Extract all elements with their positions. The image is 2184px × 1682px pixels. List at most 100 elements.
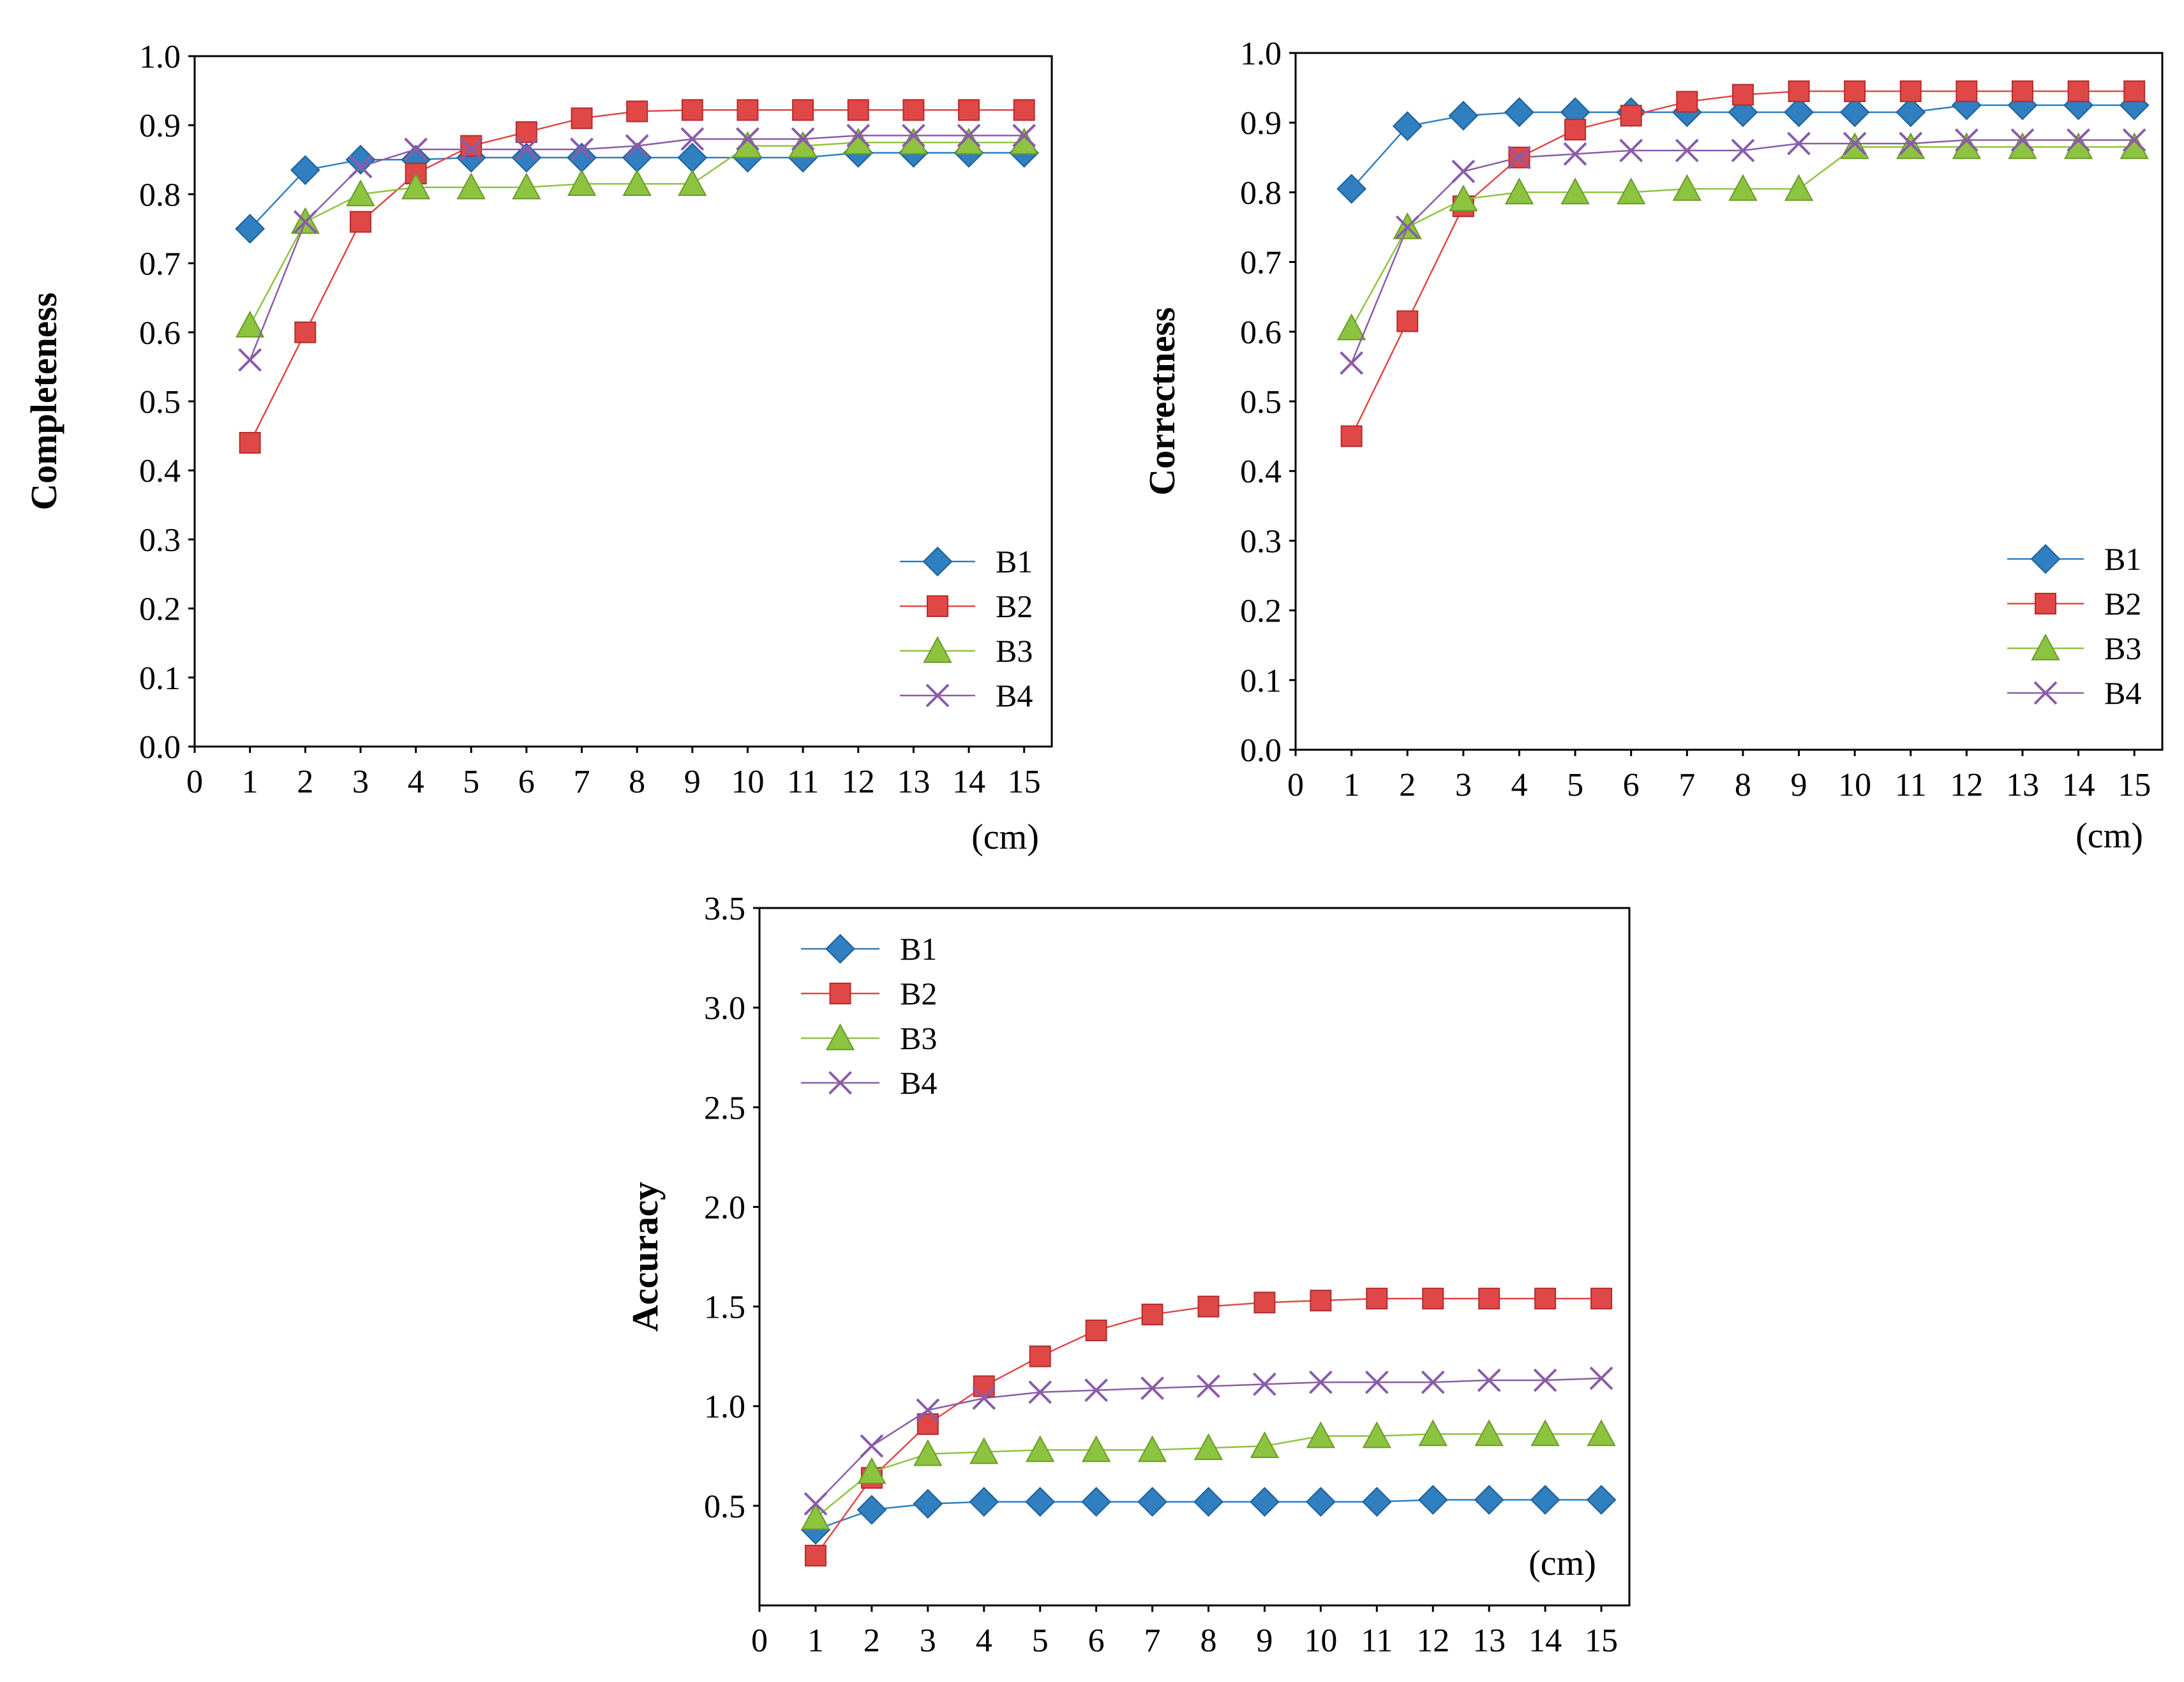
data-point-B1 bbox=[856, 1494, 887, 1525]
data-point-B4 bbox=[1619, 138, 1643, 163]
data-point-B2 bbox=[2011, 80, 2033, 103]
y-tick-label: 3.5 bbox=[704, 891, 745, 927]
data-point-B2 bbox=[958, 99, 980, 121]
data-point-B1 bbox=[1417, 1485, 1448, 1515]
data-point-B1 bbox=[969, 1487, 999, 1517]
data-point-B2 bbox=[792, 99, 814, 121]
x-tick-label: 5 bbox=[1567, 767, 1583, 803]
data-point-B2 bbox=[1899, 80, 1922, 103]
legend-marker bbox=[2031, 633, 2060, 660]
data-point-B3 bbox=[401, 172, 431, 200]
x-tick-label: 0 bbox=[751, 1623, 768, 1659]
data-point-B4 bbox=[1197, 1374, 1220, 1398]
data-point-B4 bbox=[404, 137, 428, 161]
x-tick-label: 15 bbox=[1585, 1623, 1618, 1659]
y-tick-label: 0.7 bbox=[139, 246, 181, 283]
series-B3 bbox=[235, 128, 1039, 338]
x-tick-label: 2 bbox=[297, 764, 313, 800]
x-tick-label: 0 bbox=[1287, 767, 1304, 803]
data-point-B2 bbox=[2123, 80, 2146, 103]
data-point-B3 bbox=[1474, 1419, 1504, 1447]
data-point-B2 bbox=[804, 1544, 826, 1567]
legend-label: B4 bbox=[900, 1065, 937, 1101]
y-tick-label: 1.0 bbox=[1240, 36, 1282, 72]
x-tick-label: 1 bbox=[1343, 767, 1360, 803]
y-tick-label: 0.0 bbox=[139, 729, 181, 766]
x-tick-label: 7 bbox=[1144, 1623, 1161, 1659]
data-point-B3 bbox=[512, 172, 541, 200]
data-point-B4 bbox=[2010, 128, 2035, 152]
data-point-B1 bbox=[1784, 97, 1814, 128]
data-point-B1 bbox=[1250, 1487, 1280, 1517]
data-point-B4 bbox=[791, 127, 815, 151]
data-point-B3 bbox=[1896, 132, 1926, 160]
data-point-B3 bbox=[1010, 128, 1039, 155]
data-point-B3 bbox=[844, 128, 873, 155]
y-tick-label: 2.0 bbox=[704, 1189, 745, 1226]
x-tick-label: 1 bbox=[807, 1623, 824, 1659]
data-point-B3 bbox=[1530, 1419, 1560, 1447]
data-point-B2 bbox=[1340, 425, 1363, 447]
data-point-B3 bbox=[1449, 184, 1478, 212]
data-point-B4 bbox=[1589, 1366, 1613, 1390]
data-point-B3 bbox=[1193, 1433, 1223, 1461]
x-tick-label: 13 bbox=[897, 764, 930, 800]
data-point-B4 bbox=[1365, 1370, 1389, 1394]
data-point-B4 bbox=[901, 124, 925, 147]
data-point-B3 bbox=[969, 1437, 999, 1464]
y-tick-label: 0.8 bbox=[1240, 175, 1282, 211]
data-point-B3 bbox=[1617, 177, 1646, 205]
legend-label: B3 bbox=[900, 1020, 937, 1056]
y-tick-label: 0.3 bbox=[1240, 523, 1282, 560]
data-point-B4 bbox=[1899, 131, 1923, 156]
data-point-B4 bbox=[293, 210, 317, 234]
x-tick-label: 3 bbox=[920, 1623, 936, 1659]
x-tick-label: 6 bbox=[518, 764, 535, 800]
x-tick-label: 11 bbox=[787, 764, 819, 800]
x-axis-unit: (cm) bbox=[971, 817, 1039, 857]
data-point-B3 bbox=[801, 1503, 830, 1530]
x-tick-label: 9 bbox=[1791, 767, 1807, 803]
data-point-B2 bbox=[515, 121, 537, 144]
x-tick-label: 8 bbox=[1735, 767, 1751, 803]
data-point-B3 bbox=[899, 128, 929, 155]
y-tick-label: 3.0 bbox=[704, 990, 745, 1027]
x-tick-label: 9 bbox=[1256, 1623, 1273, 1659]
data-point-B1 bbox=[1504, 97, 1534, 128]
data-point-B2 bbox=[1310, 1290, 1332, 1312]
y-tick-label: 0.5 bbox=[704, 1489, 745, 1525]
data-point-B3 bbox=[1418, 1419, 1447, 1447]
y-tick-label: 0.9 bbox=[1240, 105, 1282, 142]
legend-item-B1: B1 bbox=[2007, 541, 2141, 577]
data-point-B3 bbox=[456, 172, 486, 200]
data-point-B2 bbox=[1141, 1304, 1163, 1326]
data-point-B1 bbox=[622, 142, 652, 173]
legend-label: B2 bbox=[900, 976, 937, 1011]
legend-item-B4: B4 bbox=[2007, 675, 2141, 711]
y-tick-label: 0.4 bbox=[139, 453, 181, 489]
y-tick-label: 0.1 bbox=[1240, 663, 1282, 699]
data-point-B2 bbox=[1564, 119, 1587, 141]
legend-marker bbox=[2035, 593, 2056, 614]
data-point-B2 bbox=[1085, 1320, 1107, 1342]
data-point-B4 bbox=[1533, 1368, 1557, 1392]
data-point-B3 bbox=[1952, 132, 1982, 160]
data-point-B3 bbox=[235, 310, 265, 338]
data-point-B1 bbox=[1839, 97, 1870, 128]
chart-correctness: 0 1 2 3 4 5 6 7 8 9 10 11 12 13 14 150.00.10.20.30.40.5… bbox=[1141, 36, 2164, 856]
legend-marker bbox=[927, 595, 948, 617]
x-tick-label: 14 bbox=[952, 764, 985, 800]
data-point-B2 bbox=[626, 100, 648, 123]
legend-label: B1 bbox=[900, 931, 937, 967]
y-tick-label: 0.6 bbox=[1240, 315, 1282, 351]
y-tick-label: 0.2 bbox=[1240, 593, 1282, 630]
data-point-B4 bbox=[1028, 1380, 1052, 1404]
x-tick-label: 5 bbox=[1032, 1623, 1049, 1659]
data-point-B4 bbox=[1675, 138, 1699, 163]
legend-item-B2: B2 bbox=[900, 588, 1033, 624]
data-point-B4 bbox=[1308, 1370, 1333, 1394]
legend-item-B1: B1 bbox=[900, 544, 1033, 579]
data-point-B4 bbox=[2067, 128, 2090, 152]
data-point-B3 bbox=[346, 179, 375, 207]
data-point-B3 bbox=[1306, 1421, 1336, 1448]
